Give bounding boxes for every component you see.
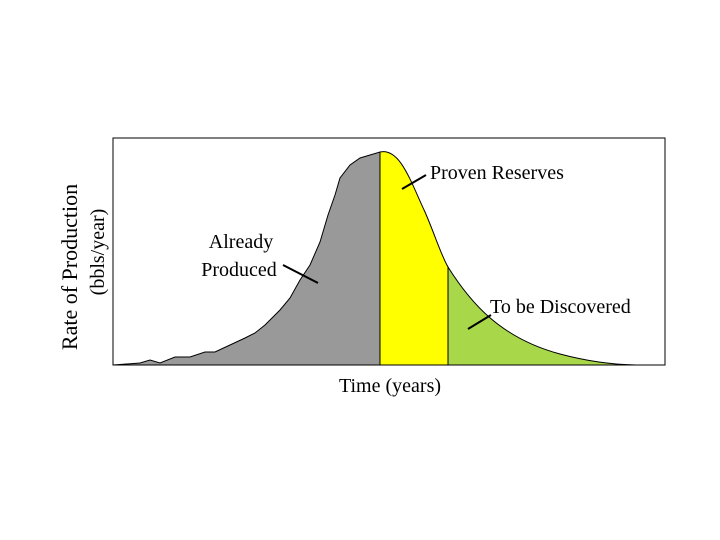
x-axis-label: Time (years) [339, 375, 441, 397]
region-label: To be Discovered [490, 296, 631, 318]
frame [112, 137, 666, 366]
region-label: Proven Reserves [430, 162, 564, 184]
region-label: Produced [201, 259, 277, 281]
leader-line [467, 314, 492, 330]
leader-line [401, 174, 427, 190]
y-axis-label: Rate of Production [57, 184, 82, 350]
leader-line [282, 264, 319, 284]
region-already-produced [112, 151, 381, 366]
y-axis-unit: (bbls/year) [87, 209, 109, 296]
region-label: Already [209, 231, 273, 253]
